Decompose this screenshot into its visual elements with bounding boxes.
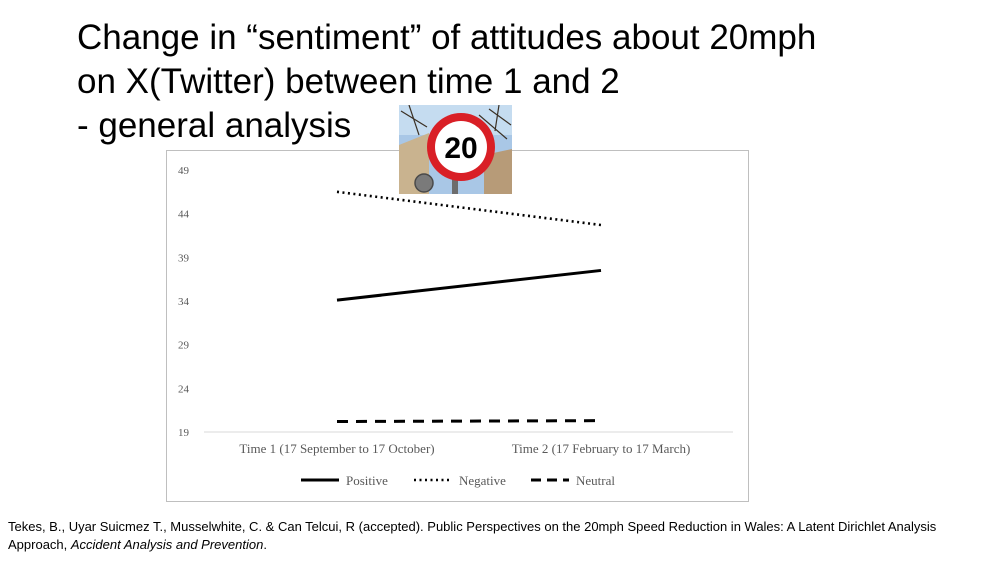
series-line-neutral [336, 419, 602, 424]
series-line-negative [336, 190, 602, 227]
title-line-2: on X(Twitter) between time 1 and 2 [77, 62, 620, 101]
legend-label-neutral: Neutral [576, 473, 615, 488]
legend-label-negative: Negative [459, 473, 506, 488]
y-tick-label: 44 [178, 209, 190, 221]
title-line-1: Change in “sentiment” of attitudes about… [77, 18, 817, 57]
citation: Tekes, B., Uyar Suicmez T., Musselwhite,… [8, 518, 993, 554]
y-tick-label: 19 [178, 427, 190, 439]
sign-speed-text: 20 [444, 132, 477, 165]
chart-frame: 19 24 29 34 39 44 49 Time 1 (17 September to 1… [166, 150, 749, 502]
y-tick-label: 39 [178, 252, 190, 264]
y-tick-label: 34 [178, 296, 190, 308]
citation-journal: Accident Analysis and Prevention [70, 537, 264, 552]
y-tick-label: 29 [178, 340, 190, 352]
sentiment-line-chart: 19 24 29 34 39 44 49 Time 1 (17 September to 1… [178, 165, 733, 488]
y-tick-label: 49 [178, 165, 190, 177]
speed-limit-sign-photo: 20 [399, 105, 512, 194]
x-tick-label: Time 2 (17 February to 17 March) [512, 441, 691, 456]
citation-text: Tekes, B., Uyar Suicmez T., Musselwhite,… [8, 519, 937, 552]
title-line-3: - general analysis [77, 106, 352, 145]
x-tick-label: Time 1 (17 September to 17 October) [239, 441, 434, 456]
citation-end: . [263, 537, 267, 552]
series-line-positive [336, 268, 602, 302]
legend-label-positive: Positive [346, 473, 388, 488]
slide-title: Change in “sentiment” of attitudes about… [77, 16, 977, 148]
y-tick-label: 24 [178, 383, 190, 395]
